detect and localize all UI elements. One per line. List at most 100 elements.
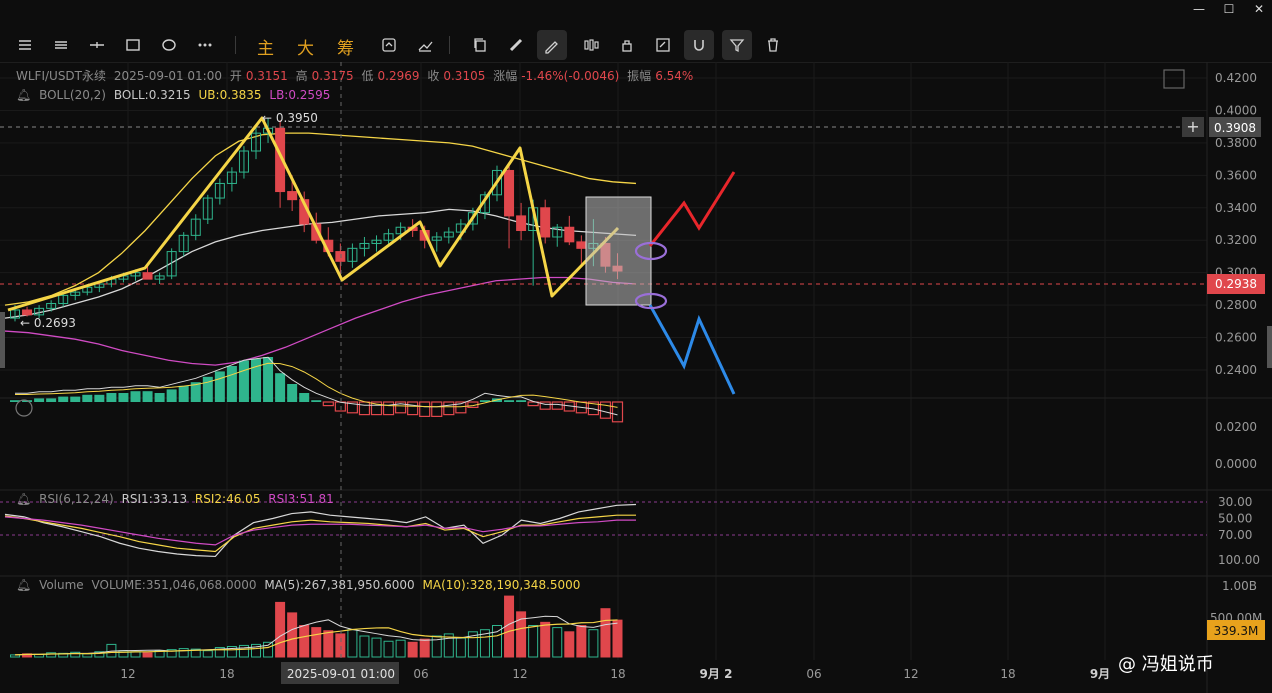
rsi-name[interactable]: RSI(6,12,24): [39, 492, 114, 506]
macd-bar: [443, 401, 455, 416]
macd-bar: [58, 396, 69, 402]
volume-bar: [323, 630, 334, 658]
large-indicator-button[interactable]: 大: [297, 39, 314, 59]
candle-body: [142, 272, 153, 280]
ellipse-tool-icon[interactable]: [154, 30, 184, 60]
price-tick-label: 0.2600: [1215, 331, 1257, 345]
change-value: -1.46%(-0.0046): [521, 69, 620, 83]
macd-bar: [238, 360, 249, 402]
rectangle-tool-icon[interactable]: [118, 30, 148, 60]
crosshair-price-label: 0.3908: [1214, 121, 1256, 135]
magnet-icon[interactable]: [684, 30, 714, 60]
candle-body: [395, 226, 406, 235]
candle-body: [383, 233, 394, 241]
price-tick-label: 0.2800: [1215, 298, 1257, 312]
volume-bar: [576, 625, 587, 658]
volume-bar: [419, 638, 430, 658]
parallel-lines-tool-icon[interactable]: [46, 30, 76, 60]
minimize-button[interactable]: —: [1193, 2, 1205, 16]
main-indicator-button[interactable]: 主: [257, 39, 274, 59]
crosshair-date-label: 2025-09-01 01:00: [287, 667, 395, 681]
sync-drawing-icon[interactable]: [374, 30, 404, 60]
macd-bar: [395, 401, 407, 414]
lock-icon[interactable]: [612, 30, 642, 60]
candle-body: [10, 309, 20, 319]
sidebar-handle: [0, 312, 5, 368]
volume-header: 🔔︎ Volume VOLUME:351,046,068.0000 MA(5):…: [16, 578, 584, 592]
measure-tool-icon[interactable]: [410, 30, 440, 60]
macd-bar: [322, 401, 334, 407]
macd-bar: [479, 400, 490, 402]
volume-bar: [371, 637, 382, 658]
volume-name[interactable]: Volume: [39, 578, 84, 592]
bell-icon[interactable]: 🔔︎: [16, 492, 32, 506]
trash-icon[interactable]: [758, 30, 788, 60]
candle-body: [22, 309, 33, 316]
bell-icon[interactable]: 🔔︎: [16, 88, 32, 102]
candle-body: [190, 218, 201, 236]
candle-body: [82, 286, 93, 293]
rsi-line-rsi3: [4, 516, 636, 546]
volume-bar: [142, 652, 153, 658]
maximize-button[interactable]: ☐: [1223, 2, 1235, 16]
bell-icon[interactable]: 🔔︎: [16, 578, 32, 592]
macd-tick-label: 0.0000: [1215, 457, 1257, 471]
chart-canvas[interactable]: 0.42000.40000.38000.36000.34000.32000.30…: [0, 62, 1272, 693]
price-tick-label: 0.3600: [1215, 168, 1257, 182]
pen-tool-icon[interactable]: [537, 30, 567, 60]
candle-body: [202, 197, 213, 220]
volume-bar: [82, 653, 93, 658]
last-price-label: 0.2938: [1215, 277, 1257, 291]
open-label: 开: [229, 69, 242, 83]
volume-bar: [564, 631, 575, 658]
volume-bar: [588, 629, 599, 658]
horizontal-ray-tool-icon[interactable]: [10, 30, 40, 60]
volume-ma5: MA(5):267,381,950.6000: [264, 578, 415, 592]
candle-body: [154, 275, 165, 280]
date-tick-label: 18: [219, 667, 234, 681]
macd-bar: [70, 396, 81, 402]
macd-bar: [358, 401, 371, 416]
volume-ma5-line: [14, 615, 618, 656]
more-tools-icon[interactable]: [190, 30, 220, 60]
candle-body: [335, 251, 346, 262]
candlestick-icon[interactable]: [576, 30, 606, 60]
candle-body: [178, 234, 189, 253]
high-value: 0.3175: [311, 69, 354, 83]
last-price-box: [1207, 274, 1265, 294]
boll-name[interactable]: BOLL(20,2): [39, 88, 106, 102]
close-button[interactable]: ✕: [1253, 2, 1265, 16]
volume-bar: [154, 650, 165, 658]
horizontal-line-tool-icon[interactable]: [82, 30, 112, 60]
high-label: 高: [295, 69, 308, 83]
volume-bar: [467, 631, 478, 658]
volume-bar: [166, 649, 177, 658]
macd-bar: [419, 401, 431, 417]
fullscreen-icon: [1163, 69, 1185, 89]
open-value: 0.3151: [245, 69, 288, 83]
macd-histogram: [10, 356, 624, 423]
macd-bar: [275, 373, 286, 402]
macd-bar: [82, 394, 93, 402]
volume-bar: [214, 647, 225, 658]
chips-indicator-button[interactable]: 筹: [337, 39, 354, 59]
date-tick-label: 12: [903, 667, 918, 681]
amplitude-value: 6.54%: [655, 69, 694, 83]
volume-bar: [190, 648, 201, 658]
volume-bar: [540, 621, 551, 658]
edit-note-icon[interactable]: [648, 30, 678, 60]
rsi-line-rsi1: [4, 503, 637, 558]
volume-bar: [311, 627, 322, 658]
volume-bar: [299, 625, 310, 658]
candle-body: [130, 272, 141, 277]
macd-bar: [431, 401, 443, 417]
filter-icon[interactable]: [722, 30, 752, 60]
symbol-name[interactable]: WLFI/USDT永续: [16, 69, 107, 83]
macd-bar: [118, 393, 129, 402]
date-tick-label: 18: [1000, 667, 1015, 681]
ruler-icon[interactable]: [501, 30, 531, 60]
volume-bar: [347, 629, 358, 658]
plus-icon: +: [1186, 117, 1199, 136]
macd-bar: [166, 389, 177, 402]
copy-icon[interactable]: [465, 30, 495, 60]
